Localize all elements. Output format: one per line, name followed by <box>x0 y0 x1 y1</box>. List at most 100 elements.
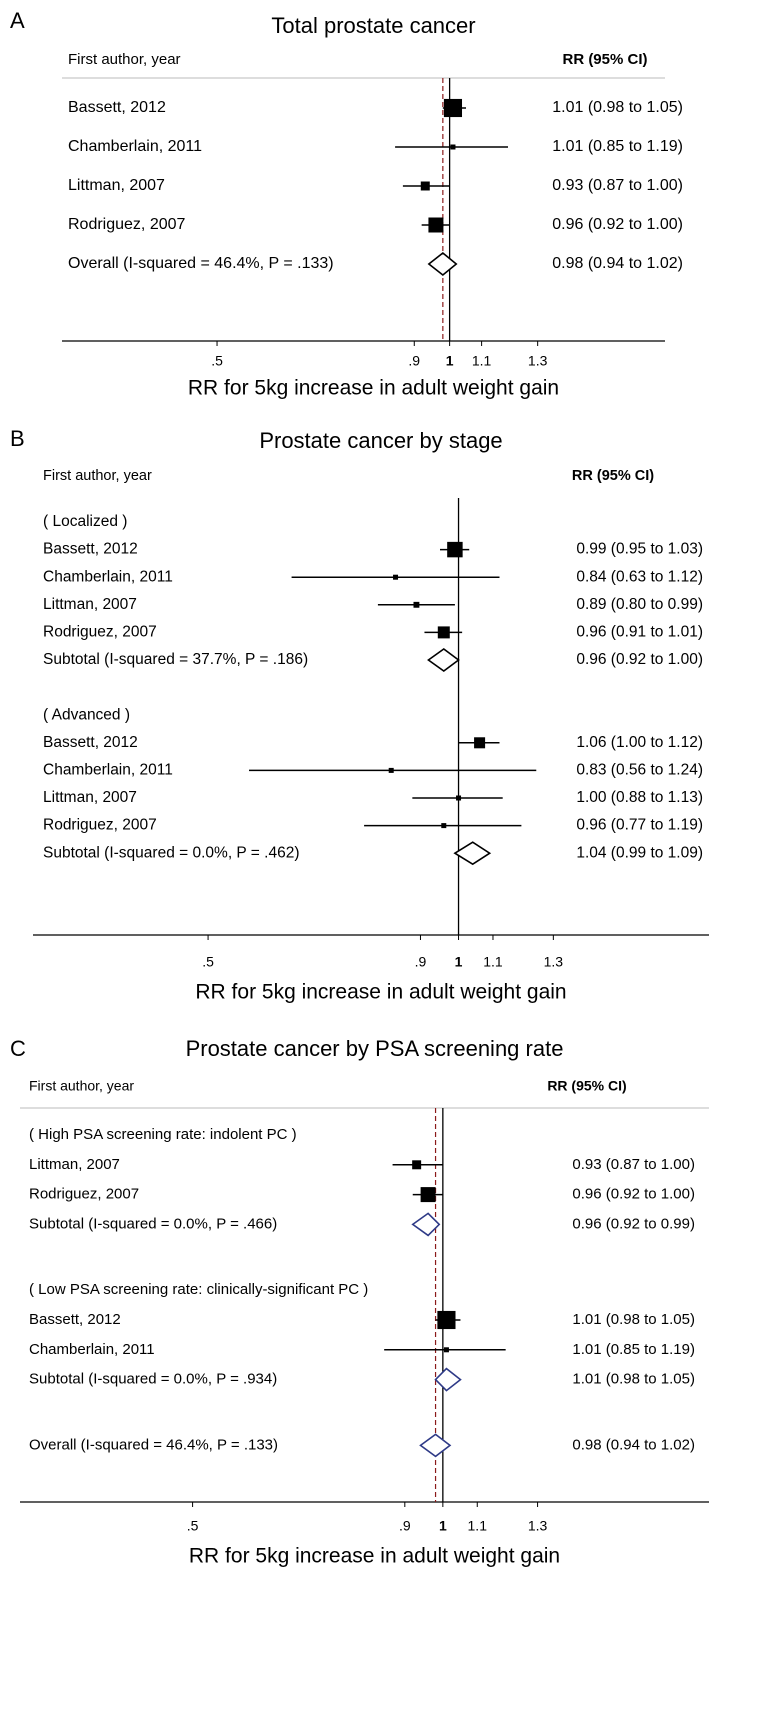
estimate-square <box>388 767 394 773</box>
value-label: 0.93 (0.87 to 1.00) <box>552 177 683 194</box>
row-label: Bassett, 2012 <box>29 1311 121 1328</box>
value-label: 0.96 (0.77 to 1.19) <box>576 817 703 834</box>
value-label: 0.96 (0.92 to 1.00) <box>576 651 703 668</box>
value-label: 0.96 (0.92 to 0.99) <box>572 1215 695 1232</box>
row-label: Rodriguez, 2007 <box>43 623 157 640</box>
value-label: 0.99 (0.95 to 1.03) <box>576 541 703 558</box>
summary-diamond <box>411 1212 441 1237</box>
estimate-square <box>441 823 447 829</box>
label-header: First author, year <box>43 468 152 484</box>
value-header: RR (95% CI) <box>572 468 654 484</box>
x-tick-label: 1 <box>439 1518 447 1534</box>
row-label: Rodriguez, 2007 <box>68 216 186 233</box>
x-tick-label: 1.1 <box>468 1518 488 1534</box>
x-tick-label: 1 <box>446 353 454 369</box>
row-label: Littman, 2007 <box>29 1156 120 1173</box>
row-label: Chamberlain, 2011 <box>43 568 173 585</box>
row-label: Bassett, 2012 <box>43 734 138 751</box>
row-label: ( High PSA screening rate: indolent PC ) <box>29 1126 297 1143</box>
panel-title: Prostate cancer by stage <box>259 428 502 453</box>
x-tick-label: 1.1 <box>472 353 492 369</box>
x-tick-label: 1.3 <box>528 353 548 369</box>
estimate-square <box>428 217 444 233</box>
value-label: 0.98 (0.94 to 1.02) <box>572 1436 695 1453</box>
label-header: First author, year <box>29 1078 134 1094</box>
estimate-square <box>474 737 486 749</box>
value-label: 0.96 (0.92 to 1.00) <box>552 216 683 233</box>
summary-diamond <box>453 841 492 866</box>
panel-title: Prostate cancer by PSA screening rate <box>186 1036 564 1061</box>
value-label: 1.01 (0.85 to 1.19) <box>572 1341 695 1358</box>
row-label: Rodriguez, 2007 <box>29 1186 139 1203</box>
x-tick-label: 1.3 <box>528 1518 548 1534</box>
row-label: Littman, 2007 <box>43 596 137 613</box>
estimate-square <box>393 574 399 580</box>
summary-diamond <box>419 1433 452 1458</box>
estimate-square <box>437 1310 456 1330</box>
estimate-square <box>456 795 462 801</box>
x-tick-label: .5 <box>211 353 223 369</box>
x-axis-label: RR for 5kg increase in adult weight gain <box>189 1545 560 1568</box>
row-label: Bassett, 2012 <box>43 541 138 558</box>
summary-diamond <box>427 251 458 277</box>
value-label: 1.06 (1.00 to 1.12) <box>576 734 703 751</box>
value-label: 1.00 (0.88 to 1.13) <box>576 789 703 806</box>
estimate-square <box>420 181 430 191</box>
panel-letter: C <box>10 1036 26 1061</box>
value-label: 0.98 (0.94 to 1.02) <box>552 255 683 272</box>
panel-title: Total prostate cancer <box>271 13 475 38</box>
estimate-square <box>420 1187 436 1203</box>
value-label: 0.93 (0.87 to 1.00) <box>572 1156 695 1173</box>
value-label: 0.96 (0.92 to 1.00) <box>572 1186 695 1203</box>
value-header: RR (95% CI) <box>547 1078 626 1094</box>
panel-letter: B <box>10 426 25 451</box>
row-label: Bassett, 2012 <box>68 99 166 116</box>
row-label: Littman, 2007 <box>68 177 165 194</box>
row-label: Chamberlain, 2011 <box>68 138 202 155</box>
estimate-square <box>443 98 463 118</box>
row-label: ( Advanced ) <box>43 706 130 723</box>
estimate-square <box>450 144 456 150</box>
value-label: 0.84 (0.63 to 1.12) <box>576 568 703 585</box>
estimate-square <box>443 1347 449 1353</box>
row-label: Subtotal (I-squared = 37.7%, P = .186) <box>43 651 308 668</box>
estimate-square <box>412 1160 422 1170</box>
x-tick-label: 1.1 <box>483 954 503 970</box>
value-label: 0.96 (0.91 to 1.01) <box>576 623 703 640</box>
x-tick-label: .9 <box>399 1518 411 1534</box>
x-axis-label: RR for 5kg increase in adult weight gain <box>195 981 566 1004</box>
x-tick-label: .9 <box>408 353 420 369</box>
row-label: Chamberlain, 2011 <box>29 1341 155 1358</box>
row-label: Subtotal (I-squared = 0.0%, P = .462) <box>43 844 299 861</box>
row-label: ( Low PSA screening rate: clinically-sig… <box>29 1281 368 1298</box>
summary-diamond <box>427 648 460 672</box>
row-label: Chamberlain, 2011 <box>43 761 173 778</box>
estimate-square <box>437 626 450 639</box>
value-label: 1.01 (0.98 to 1.05) <box>572 1311 695 1328</box>
x-tick-label: 1.3 <box>544 954 564 970</box>
estimate-square <box>447 541 463 558</box>
label-header: First author, year <box>68 51 181 68</box>
row-label: Overall (I-squared = 46.4%, P = .133) <box>68 255 334 272</box>
row-label: Littman, 2007 <box>43 789 137 806</box>
x-tick-label: .5 <box>187 1518 199 1534</box>
row-label: Subtotal (I-squared = 0.0%, P = .466) <box>29 1215 277 1232</box>
estimate-square <box>413 601 420 608</box>
panel-letter: A <box>10 8 25 33</box>
value-label: 1.01 (0.85 to 1.19) <box>552 138 683 155</box>
x-tick-label: .9 <box>415 954 427 970</box>
row-label: Rodriguez, 2007 <box>43 817 157 834</box>
summary-diamond <box>434 1367 462 1392</box>
value-label: 1.01 (0.98 to 1.05) <box>552 99 683 116</box>
row-label: ( Localized ) <box>43 513 127 530</box>
x-axis-label: RR for 5kg increase in adult weight gain <box>188 377 559 400</box>
value-label: 1.01 (0.98 to 1.05) <box>572 1371 695 1388</box>
x-tick-label: 1 <box>455 954 463 970</box>
value-label: 1.04 (0.99 to 1.09) <box>576 844 703 861</box>
row-label: Subtotal (I-squared = 0.0%, P = .934) <box>29 1371 277 1388</box>
value-header: RR (95% CI) <box>562 51 647 68</box>
row-label: Overall (I-squared = 46.4%, P = .133) <box>29 1436 278 1453</box>
value-label: 0.89 (0.80 to 0.99) <box>576 596 703 613</box>
value-label: 0.83 (0.56 to 1.24) <box>576 761 703 778</box>
